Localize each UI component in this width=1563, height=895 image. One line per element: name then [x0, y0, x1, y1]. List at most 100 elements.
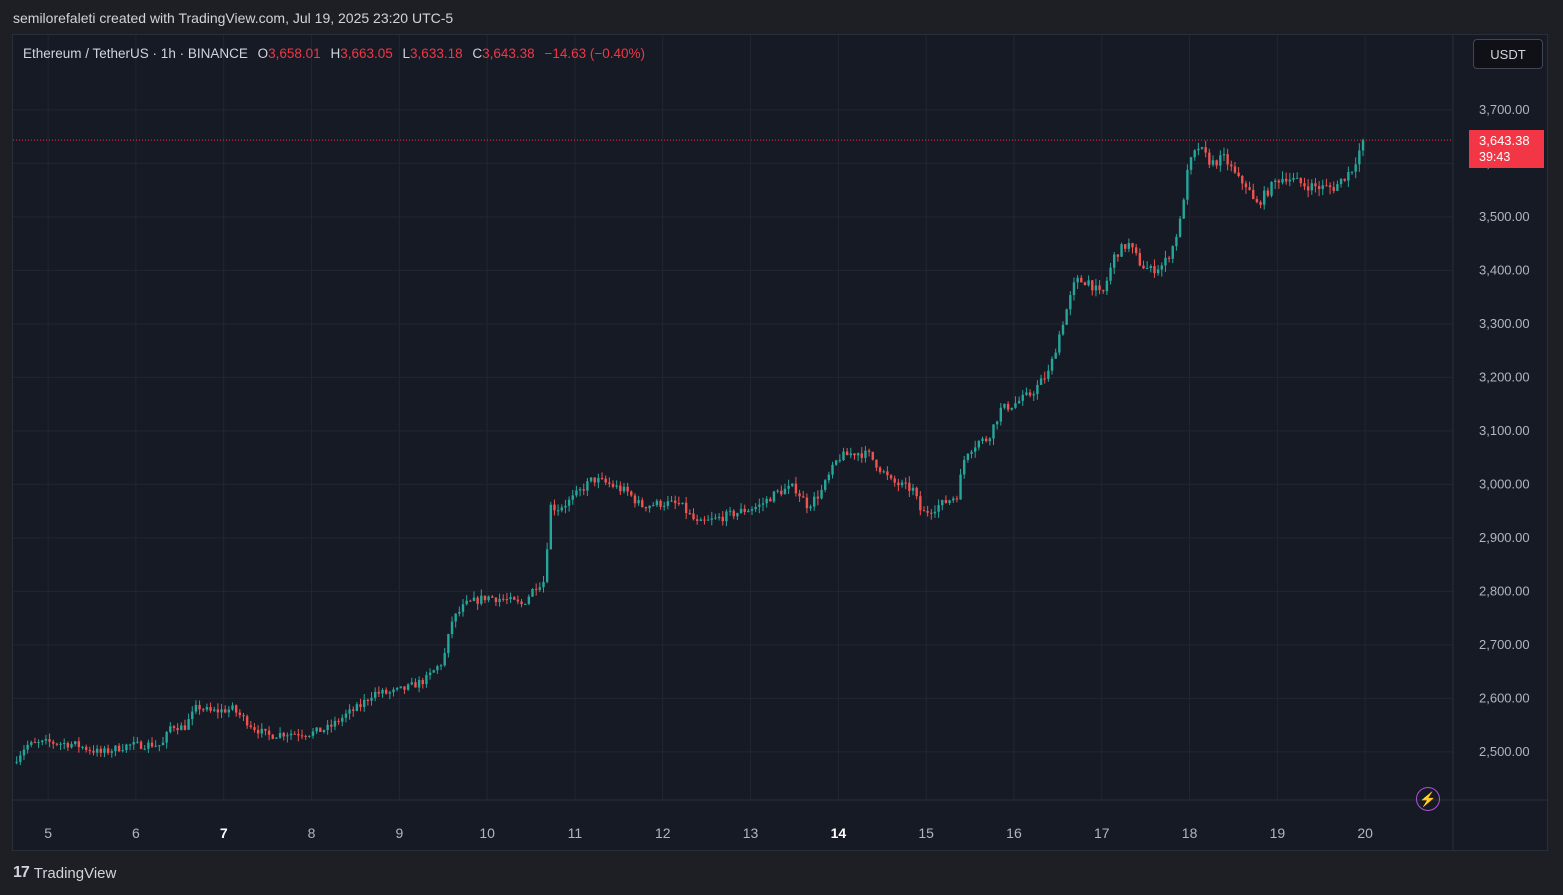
- candle-body: [809, 506, 812, 509]
- candle-body: [553, 504, 556, 511]
- candle-body: [1032, 394, 1035, 396]
- high-key: H: [330, 46, 341, 61]
- candle-body: [1292, 177, 1295, 180]
- y-tick-label: 2,800.00: [1479, 583, 1530, 598]
- candle-body: [556, 510, 560, 512]
- attribution-text: semilorefaleti created with TradingView.…: [13, 10, 454, 26]
- candle-body: [959, 474, 962, 500]
- candle-body: [220, 709, 223, 713]
- x-tick-label: 14: [831, 825, 847, 841]
- y-tick-label: 3,700.00: [1479, 102, 1530, 117]
- candle-body: [22, 749, 26, 756]
- candle-body: [663, 505, 666, 507]
- y-tick-label: 3,000.00: [1479, 476, 1530, 491]
- candle-body: [180, 725, 183, 731]
- candle-body: [125, 744, 128, 751]
- candle-body: [330, 724, 333, 727]
- candle-body: [1284, 178, 1288, 182]
- candle-body: [578, 489, 582, 491]
- candle-body: [754, 506, 757, 510]
- candle-body: [1145, 267, 1149, 269]
- candle-body: [608, 482, 611, 484]
- y-tick-label: 3,100.00: [1479, 423, 1530, 438]
- candle-body: [1091, 280, 1094, 291]
- candle-body: [1058, 334, 1061, 353]
- candle-body: [937, 505, 940, 512]
- candle-body: [117, 745, 121, 752]
- candle-body: [1109, 267, 1112, 281]
- candle-body: [915, 487, 918, 497]
- candle-body: [1230, 164, 1233, 167]
- candle-body: [1021, 394, 1024, 401]
- candle-body: [223, 709, 227, 713]
- chart-frame[interactable]: 2,500.00 2,600.00 2,700.00 2,800.00 2,900.00…: [12, 34, 1548, 851]
- candle-body: [1134, 247, 1138, 254]
- candle-body: [1076, 277, 1079, 283]
- candle-body: [637, 500, 640, 504]
- candle-body: [286, 735, 289, 737]
- candle-body: [549, 504, 553, 550]
- candle-body: [743, 508, 746, 512]
- candle-body: [59, 743, 62, 745]
- candle-body: [461, 604, 465, 612]
- symbol-title[interactable]: Ethereum / TetherUS · 1h · BINANCE: [23, 46, 248, 61]
- candle-body: [776, 490, 779, 492]
- currency-button[interactable]: USDT: [1473, 39, 1543, 69]
- candle-body: [326, 724, 329, 731]
- candle-body: [147, 742, 150, 749]
- candle-body: [1321, 185, 1324, 189]
- candle-body: [739, 508, 743, 514]
- close-key: C: [472, 46, 483, 61]
- candle-body: [370, 697, 373, 701]
- candle-body: [703, 519, 706, 521]
- candle-body: [341, 717, 344, 722]
- candle-body: [1273, 180, 1277, 182]
- candle-body: [1222, 154, 1226, 156]
- tradingview-logo-icon: 17: [13, 864, 30, 881]
- candle-body: [736, 513, 739, 517]
- candle-body: [158, 745, 161, 747]
- candle-body: [930, 512, 933, 514]
- candle-body: [95, 748, 99, 753]
- candle-body: [893, 478, 896, 483]
- candle-body: [611, 483, 615, 487]
- candlestick-chart[interactable]: 2,500.00 2,600.00 2,700.00 2,800.00 2,900.00…: [13, 35, 1547, 850]
- candle-body: [871, 451, 874, 460]
- tradingview-logo[interactable]: 17 TradingView: [13, 864, 116, 882]
- candle-body: [1350, 171, 1354, 173]
- candle-body: [454, 613, 457, 622]
- candle-body: [73, 741, 77, 745]
- candle-body: [110, 751, 113, 753]
- lightning-icon[interactable]: ⚡: [1416, 787, 1440, 811]
- candle-body: [633, 495, 637, 504]
- candle-body: [333, 720, 337, 727]
- candle-body: [717, 516, 721, 518]
- candle-body: [805, 497, 809, 509]
- candle-body: [399, 686, 403, 688]
- candle-body: [659, 500, 662, 507]
- candle-body: [308, 735, 311, 737]
- candle-body: [721, 516, 724, 522]
- candle-body: [352, 709, 355, 711]
- candle-body: [908, 482, 911, 491]
- candle-body: [161, 742, 165, 746]
- candle-body: [209, 707, 212, 711]
- candle-body: [527, 596, 531, 604]
- candle-body: [487, 596, 490, 601]
- candle-body: [1054, 352, 1057, 359]
- candle-body: [1142, 265, 1145, 269]
- candle-body: [1310, 183, 1313, 191]
- candle-body: [1080, 277, 1083, 283]
- candle-body: [1156, 269, 1160, 274]
- candle-body: [198, 704, 201, 710]
- candle-body: [688, 513, 692, 515]
- candle-body: [392, 689, 395, 693]
- candle-body: [1281, 178, 1284, 183]
- candle-body: [886, 471, 889, 476]
- candle-body: [480, 595, 483, 604]
- candle-body: [403, 686, 406, 690]
- candle-body: [995, 421, 999, 425]
- candle-body: [641, 500, 644, 507]
- last-price-value: 3,643.38: [1479, 133, 1530, 148]
- candle-body: [516, 599, 520, 602]
